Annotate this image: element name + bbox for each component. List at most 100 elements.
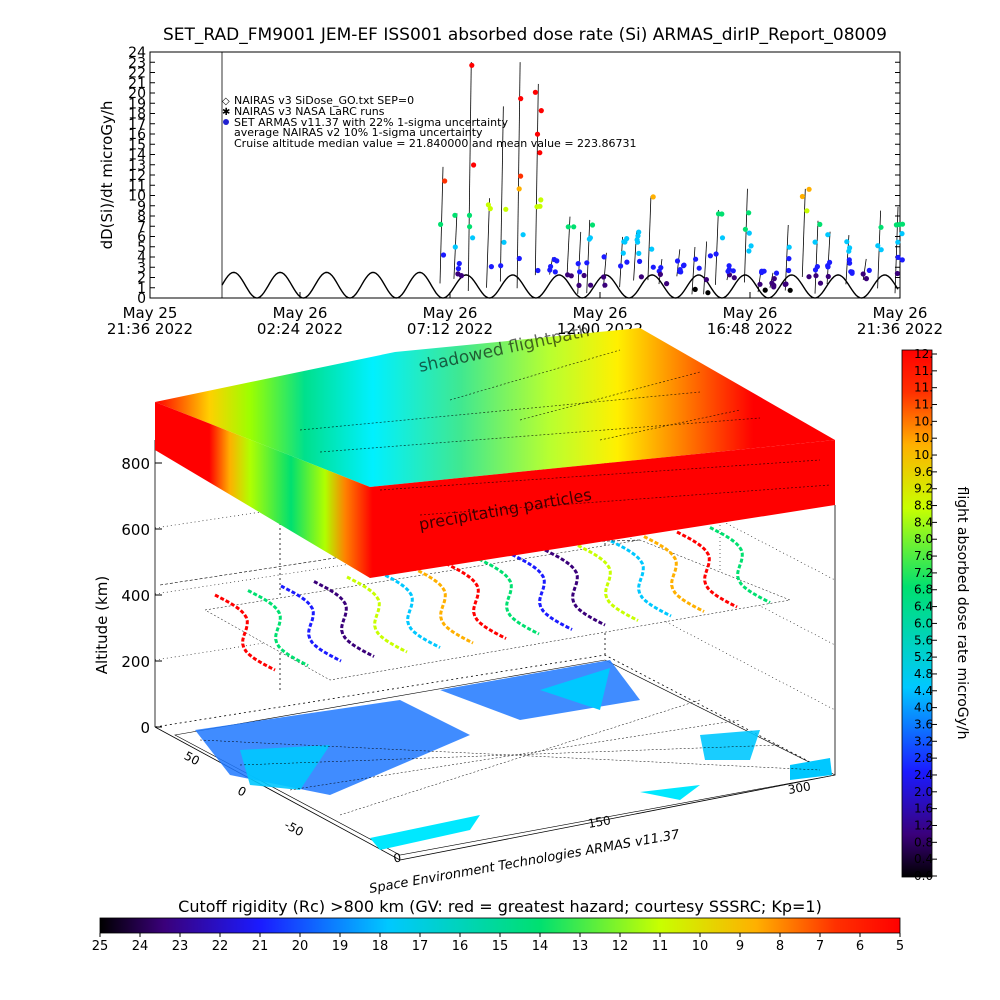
dose-tick-label: 0.8 [914,835,933,849]
armas-point [638,274,645,280]
dose-tick-label: 3.2 [914,734,933,748]
armas-point [707,253,714,259]
armas-trace [467,61,472,292]
armas-point [804,208,810,214]
dose-tick-label: 0.4 [914,852,933,866]
orbit-track [280,584,342,663]
legend-entry-4: average NAIRAS v2 10% 1-sigma uncertaint… [234,126,483,139]
armas-trace [486,198,490,288]
armas-point [746,248,752,254]
particle-slab [155,328,835,578]
armas-point [894,270,901,277]
armas-point [588,282,594,288]
orbit-track [379,571,441,649]
dose-tick-label: 6.4 [914,600,933,614]
longitude-axis: 0 150 300 [392,779,811,865]
armas-point [786,267,792,274]
armas-trace [619,236,624,288]
armas-point [601,254,607,260]
longitude-tick-label: 150 [587,813,612,831]
dose-tick-label: 2.8 [914,751,933,765]
x-tick-label-date: May 25 [123,304,178,322]
rigidity-tick-label: 14 [532,939,549,954]
dose-tick-label: 3.6 [914,717,933,731]
armas-point [658,265,664,271]
armas-point [537,150,543,156]
y-tick-label: 5 [137,240,146,256]
y-tick-label: 7 [137,219,146,235]
armas-point [817,221,823,227]
armas-point [786,256,792,262]
armas-point [849,270,855,276]
armas-point [787,287,793,293]
y-tick-label: 21 [128,76,146,92]
legend-symbol-star: ✱ [222,107,230,118]
armas-point [620,250,626,256]
rigidity-tick-label: 8 [776,939,784,954]
y-tick-label: 22 [128,66,146,82]
armas-point [825,232,831,238]
armas-point [783,281,789,287]
armas-point [757,281,763,287]
armas-point [866,267,872,273]
armas-trace [703,241,708,295]
legend-symbol-dot [223,119,229,125]
orbit-track [709,526,771,604]
armas-point [575,261,581,267]
armas-point [488,264,494,270]
y-tick-label: 8 [137,209,146,225]
latitude-tick-label: 50 [182,749,202,769]
orbit-track [643,535,705,613]
armas-point [786,244,792,250]
armas-point [746,230,752,236]
armas-point [713,251,719,257]
y-tick-label: 1 [137,281,146,297]
armas-point [624,259,630,265]
armas-point [844,239,850,245]
latitude-tick-label: 0 [235,783,248,799]
altitude-axis: 0 200 400 600 800 [121,455,162,737]
armas-point [899,257,905,263]
rigidity-tick-label: 17 [412,939,429,954]
y-tick-label: 11 [128,178,146,194]
armas-point [516,255,522,262]
orbit-track [214,593,276,672]
armas-point [725,268,731,274]
altitude-tick-label: 0 [140,719,150,737]
orbit-track [511,553,573,631]
rigidity-tick-label: 24 [132,939,149,954]
y-tick-label: 12 [128,168,146,184]
armas-point [650,264,656,270]
armas-point [812,239,818,245]
armas-point [552,269,558,275]
dose-tick-label: 10. [914,414,933,428]
y-tick-label: 15 [128,137,146,153]
latitude-tick-label: -50 [282,818,306,840]
armas-point [589,222,596,228]
legend-entry-3: SET ARMAS v11.37 with 22% 1-sigma uncert… [234,116,508,129]
armas-point [813,273,819,279]
armas-point [696,265,702,271]
armas-trace [691,246,696,295]
armas-point [719,211,725,217]
x-tick-label-date: May 26 [423,304,478,322]
dose-tick-label: 1.2 [914,818,933,832]
armas-point [568,273,574,279]
dose-tick-label: 4.0 [914,701,933,715]
y-tick-label: 24 [128,45,146,61]
rigidity-tick-label: 5 [896,939,904,954]
orbit-track [346,575,408,654]
top-legend: ◇ NAIRAS v3 SiDose_GO.txt SEP=0 ✱ NAIRAS… [222,94,637,150]
armas-point [487,206,493,212]
dose-colorbar-label: flight absorbed dose rate microGy/h [954,487,970,740]
armas-point [731,275,737,281]
altitude-tick-label: 200 [121,653,150,671]
armas-point [726,263,732,269]
armas-point [895,254,901,260]
armas-point [657,271,664,277]
armas-point [846,257,852,263]
armas-point [452,212,458,218]
earth-map-surface [174,659,836,856]
armas-trace [814,220,819,294]
armas-trace [801,188,806,278]
